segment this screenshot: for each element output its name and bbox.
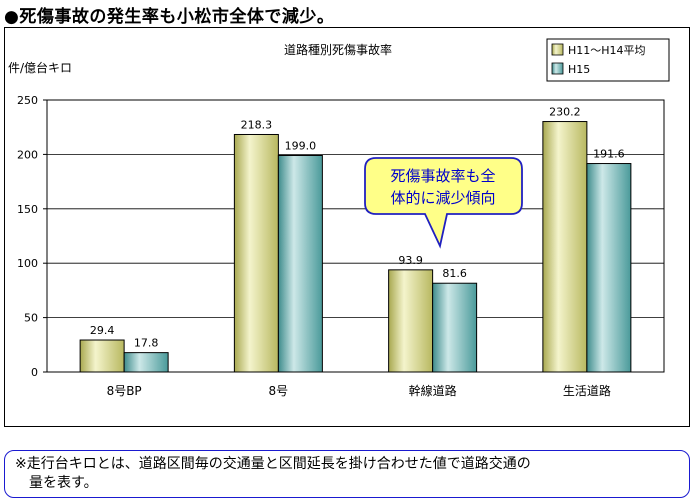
bar-series2-1 — [123, 352, 169, 373]
footnote-line2: 量を表す。 — [15, 475, 98, 491]
legend-label-series1: H11～H14平均 — [568, 44, 646, 57]
legend-label-series2: H15 — [568, 63, 590, 76]
bar-series1-1 — [79, 339, 125, 373]
callout-text-line2: 体的に減少傾向 — [390, 189, 495, 207]
legend: H11～H14平均 H15 — [546, 38, 670, 82]
data-label: 191.6 — [593, 148, 625, 161]
data-label: 17.8 — [134, 337, 159, 350]
data-label: 29.4 — [90, 324, 115, 337]
chart: 0 50 100 150 200 250 29.4 17.8 8号BP 218.3 199.0 8号 9… — [8, 38, 670, 398]
headline: ●死傷事故の発生率も小松市全体で減少。 — [4, 7, 335, 27]
bar-series1-3 — [388, 269, 434, 373]
bar-series1-2 — [233, 133, 279, 373]
plot-area — [46, 99, 665, 373]
legend-swatch-series2 — [551, 62, 564, 75]
y-tick-label: 250 — [17, 94, 38, 107]
y-tick-label: 0 — [31, 366, 38, 379]
y-tick-label: 150 — [17, 203, 38, 216]
data-label: 93.9 — [398, 254, 423, 267]
footnote-box: ※走行台キロとは、道路区間毎の交通量と区間延長を掛け合わせた値で道路交通の 量を… — [4, 450, 690, 498]
data-label: 218.3 — [241, 118, 273, 131]
legend-swatch-series1 — [551, 43, 564, 56]
callout-bubble — [364, 157, 523, 249]
callout: 死傷事故率も全 体的に減少傾向 — [364, 157, 523, 249]
callout-text-line1: 死傷事故率も全 — [390, 167, 495, 185]
x-tick-label: 幹線道路 — [409, 383, 457, 398]
y-tick-label: 100 — [17, 257, 38, 270]
bar-series2-4 — [586, 163, 632, 373]
x-tick-label: 生活道路 — [563, 383, 611, 398]
data-label: 230.2 — [549, 106, 581, 119]
data-label: 199.0 — [285, 139, 317, 152]
bar-series2-3 — [432, 282, 478, 373]
y-axis-label: 件/億台キロ — [8, 60, 72, 75]
bar-series1-4 — [542, 121, 588, 373]
y-tick-label: 200 — [17, 148, 38, 161]
bar-series2-2 — [277, 154, 323, 373]
y-tick-label: 50 — [24, 312, 38, 325]
chart-title: 道路種別死傷事故率 — [284, 42, 392, 57]
x-tick-label: 8号 — [269, 384, 289, 398]
data-label: 81.6 — [442, 267, 467, 280]
footnote-line1: ※走行台キロとは、道路区間毎の交通量と区間延長を掛け合わせた値で道路交通の — [15, 456, 531, 472]
x-tick-label: 8号BP — [107, 384, 142, 398]
